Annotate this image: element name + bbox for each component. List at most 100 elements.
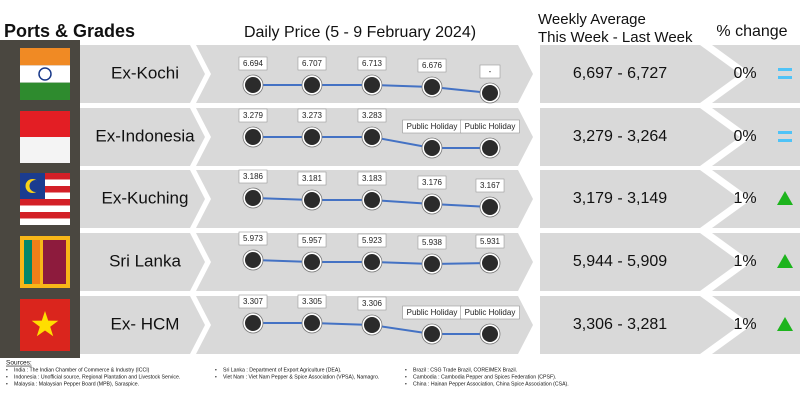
price-dot xyxy=(364,317,380,333)
price-dot xyxy=(364,192,380,208)
flag-moon-cut xyxy=(29,180,42,192)
port-chevron xyxy=(190,233,211,291)
change-arrow xyxy=(700,233,752,291)
daily-price-box xyxy=(460,305,520,320)
flag-field xyxy=(43,240,66,284)
price-dot xyxy=(424,196,440,212)
source-item: Sri Lanka : Department of Export Agricul… xyxy=(223,367,342,373)
daily-price-box xyxy=(357,56,387,71)
trend-equal xyxy=(778,139,792,142)
flag-star xyxy=(31,311,59,337)
flag xyxy=(20,173,70,225)
percent-change: 1% xyxy=(733,190,756,207)
price-dot xyxy=(364,129,380,145)
change-arrow xyxy=(700,45,752,103)
weekly-average: 5,944 - 5,909 xyxy=(573,253,667,270)
daily-arrow xyxy=(518,108,540,166)
daily-price-box xyxy=(417,175,447,190)
source-bullet: • xyxy=(405,381,407,387)
daily-price-box xyxy=(297,171,327,186)
row: Ex-Kuching 3.186 3.181 3.183 3.176 3.167 3,179… xyxy=(20,169,800,228)
price-dot xyxy=(364,77,380,93)
source-bullet: • xyxy=(6,374,8,380)
daily-price: 3.176 xyxy=(422,178,443,187)
daily-price-box xyxy=(238,108,268,123)
weekly-average: 3,279 - 3,264 xyxy=(573,128,667,145)
daily-price-box xyxy=(297,108,327,123)
daily-price: 3.306 xyxy=(362,299,383,308)
header-weekly-2: This Week - Last Week xyxy=(538,29,693,46)
daily-price-box xyxy=(297,56,327,71)
percent-change: 1% xyxy=(733,316,756,333)
row: Sri Lanka 5.973 5.957 5.923 5.938 5.931 5,944 … xyxy=(20,231,800,291)
daily-price: Public Holiday xyxy=(465,308,516,317)
row: Ex-Kochi 6.694 6.707 6.713 6.676 - 6,697 - 6,7… xyxy=(20,45,800,104)
source-item: Malaysia : Malaysian Pepper Board (MPB),… xyxy=(14,381,139,387)
daily-price-box xyxy=(417,235,447,250)
daily-price-box xyxy=(357,108,387,123)
daily-price: 3.186 xyxy=(243,172,264,181)
daily-price: 5.931 xyxy=(480,237,501,246)
header-daily: Daily Price (5 - 9 February 2024) xyxy=(244,24,476,41)
daily-price: 5.923 xyxy=(362,236,383,245)
price-dot xyxy=(364,254,380,270)
daily-price: 3.305 xyxy=(302,297,323,306)
daily-price-box xyxy=(475,234,505,249)
percent-change: 0% xyxy=(733,128,756,145)
price-dot xyxy=(304,192,320,208)
flag-stripe xyxy=(32,240,40,284)
trend-up xyxy=(777,191,793,205)
daily-arrow xyxy=(518,296,540,354)
flag-stripe xyxy=(20,111,70,137)
port-chevron xyxy=(190,45,211,103)
daily-price-box xyxy=(238,294,268,309)
header-ports: Ports & Grades xyxy=(4,21,135,41)
daily-price-box xyxy=(357,296,387,311)
header-weekly-1: Weekly Average xyxy=(538,11,646,28)
daily-price-box xyxy=(357,171,387,186)
change-arrow xyxy=(700,170,752,228)
daily-price: 6.707 xyxy=(302,59,323,68)
source-item: Cambodia : Cambodia Pepper and Spices Fe… xyxy=(413,374,556,380)
daily-price: Public Holiday xyxy=(465,122,516,131)
daily-price: 3.181 xyxy=(302,174,323,183)
daily-price-box xyxy=(238,56,268,71)
price-dot xyxy=(304,254,320,270)
daily-price: 6.713 xyxy=(362,59,383,68)
percent-change: 1% xyxy=(733,253,756,270)
price-dot xyxy=(482,85,498,101)
price-dot xyxy=(482,140,498,156)
daily-price: 5.938 xyxy=(422,238,443,247)
source-item: China : Hainan Pepper Association, China… xyxy=(413,381,569,387)
daily-price: 3.183 xyxy=(362,174,383,183)
daily-price: - xyxy=(489,67,492,76)
price-dot xyxy=(245,77,261,93)
price-dot xyxy=(424,256,440,272)
daily-price: 6.676 xyxy=(422,61,443,70)
port-name: Ex-Kuching xyxy=(102,188,189,207)
flag xyxy=(20,299,70,351)
price-dot xyxy=(482,199,498,215)
source-bullet: • xyxy=(405,367,407,373)
sources: Sources:• India : The Indian Chamber of C… xyxy=(6,360,569,388)
price-dot xyxy=(424,326,440,342)
flag-stripe xyxy=(20,218,70,225)
daily-price-box xyxy=(297,294,327,309)
weekly-bg xyxy=(540,233,700,291)
flag-stripe xyxy=(20,65,70,83)
trend-equal xyxy=(778,131,792,134)
price-dot xyxy=(245,252,261,268)
price-dot xyxy=(424,140,440,156)
daily-price: 3.283 xyxy=(362,111,383,120)
flag-stripe xyxy=(20,82,70,100)
daily-price: 5.957 xyxy=(302,236,323,245)
percent-change: 0% xyxy=(733,65,756,82)
price-dot xyxy=(482,255,498,271)
weekly-average: 6,697 - 6,727 xyxy=(573,65,667,82)
daily-price: 3.273 xyxy=(302,111,323,120)
source-bullet: • xyxy=(215,374,217,380)
flag xyxy=(20,111,70,163)
weekly-average: 3,179 - 3,149 xyxy=(573,190,667,207)
source-item: Brazil : CSG Trade Brazil, COREIMEX Braz… xyxy=(413,367,517,373)
